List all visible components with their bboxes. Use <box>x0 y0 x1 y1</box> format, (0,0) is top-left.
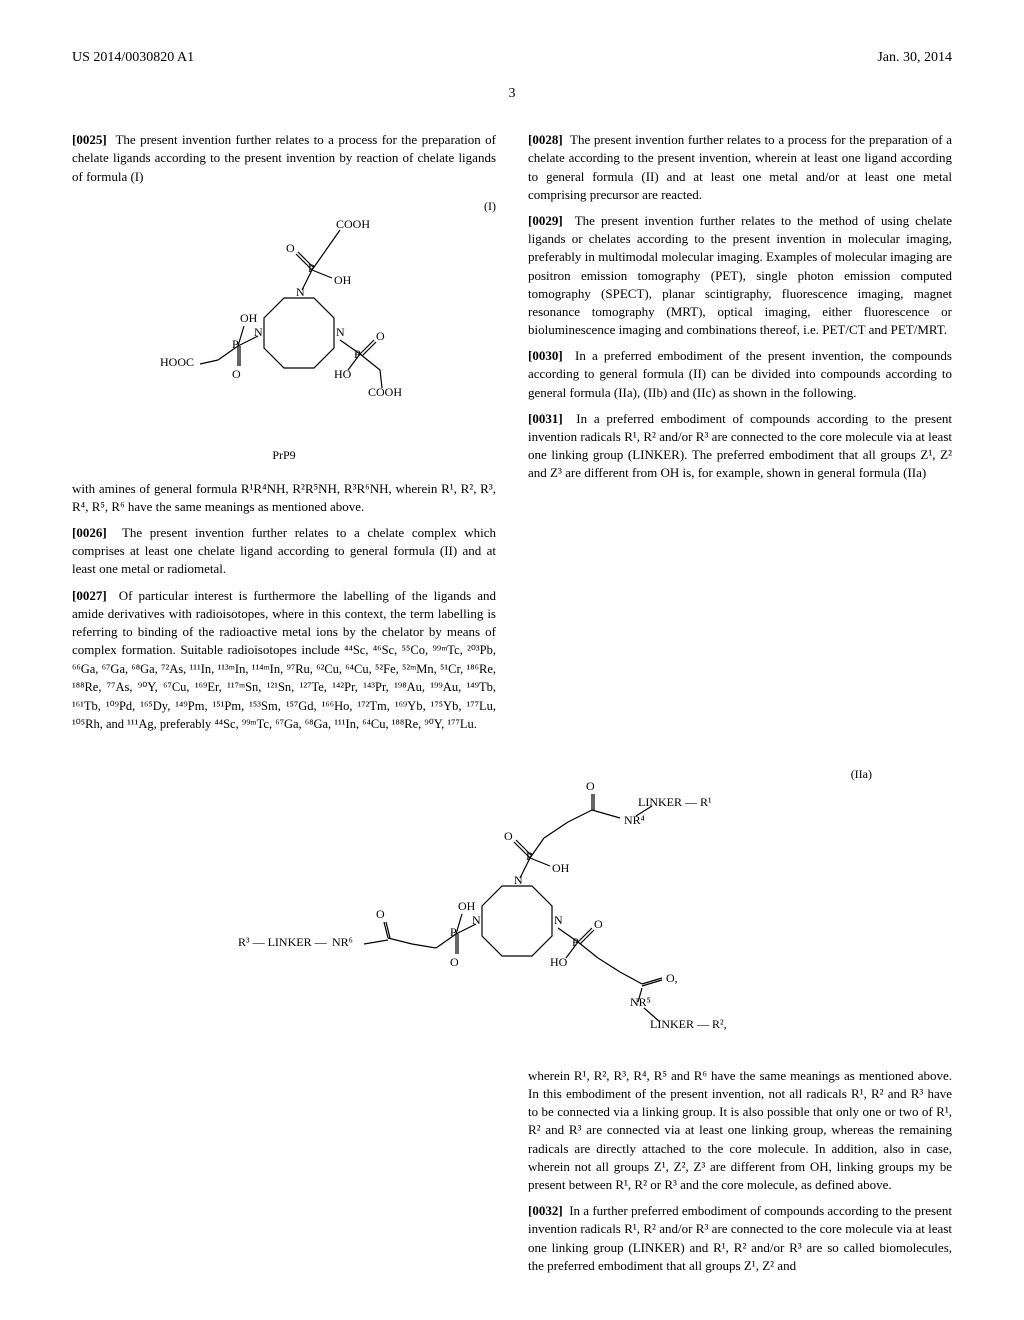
svg-text:NR⁵: NR⁵ <box>630 995 651 1009</box>
formula-IIa-block: (IIa) N N N P O OH O NR⁴ <box>72 766 952 1051</box>
para-num: [0028] <box>528 132 563 147</box>
para-text: The present invention further relates to… <box>72 525 496 576</box>
svg-text:O: O <box>594 917 603 931</box>
para-num: [0027] <box>72 588 107 603</box>
svg-text:O: O <box>376 907 385 921</box>
formula-IIa-structure: N N N P O OH O NR⁴ LINKER — R¹ <box>232 766 792 1046</box>
paragraph-0030: [0030] In a preferred embodiment of the … <box>528 347 952 402</box>
para-text: The present invention further relates to… <box>528 213 952 337</box>
page-number: 3 <box>72 84 952 104</box>
svg-text:HO: HO <box>334 367 352 381</box>
svg-text:N: N <box>554 913 563 927</box>
formula-I-caption: PrP9 <box>72 447 496 464</box>
svg-text:COOH: COOH <box>336 217 370 231</box>
page-header: US 2014/0030820 A1 Jan. 30, 2014 <box>72 48 952 68</box>
para-text: In a further preferred embodiment of com… <box>528 1203 952 1273</box>
para-text: The present invention further relates to… <box>72 132 496 183</box>
paragraph-0026: [0026] The present invention further rel… <box>72 524 496 579</box>
paragraph-0031: [0031] In a preferred embodiment of comp… <box>528 410 952 483</box>
svg-text:N: N <box>336 325 345 339</box>
svg-text:P: P <box>526 849 533 863</box>
paragraph-0032: [0032] In a further preferred embodiment… <box>528 1202 952 1275</box>
svg-text:O: O <box>232 367 241 381</box>
svg-text:P: P <box>308 261 315 275</box>
formula-I-block: (I) N N N P O <box>72 198 496 464</box>
para-num: [0029] <box>528 213 563 228</box>
paragraph-0025-after: with amines of general formula R¹R⁴NH, R… <box>72 480 496 516</box>
body-columns: [0025] The present invention further rel… <box>72 131 952 742</box>
svg-text:O: O <box>286 241 295 255</box>
formula-I-structure: N N N P O OH COOH <box>154 198 414 438</box>
para-num: [0026] <box>72 525 107 540</box>
para-num: [0030] <box>528 348 563 363</box>
paragraph-after-IIa: wherein R¹, R², R³, R⁴, R⁵ and R⁶ have t… <box>528 1067 952 1194</box>
svg-text:NR⁴: NR⁴ <box>624 813 645 827</box>
svg-text:OH: OH <box>458 899 476 913</box>
svg-text:HOOC: HOOC <box>160 355 194 369</box>
doc-date: Jan. 30, 2014 <box>877 48 952 68</box>
svg-text:LINKER — R¹: LINKER — R¹ <box>638 795 712 809</box>
para-text: In a preferred embodiment of the present… <box>528 348 952 399</box>
svg-text:P: P <box>450 925 457 939</box>
paragraph-0027: [0027] Of particular interest is further… <box>72 587 496 734</box>
para-text: In a preferred embodiment of compounds a… <box>528 411 952 481</box>
doc-number: US 2014/0030820 A1 <box>72 48 194 68</box>
paragraph-0028: [0028] The present invention further rel… <box>528 131 952 204</box>
svg-text:O: O <box>450 955 459 969</box>
svg-text:LINKER — R²,: LINKER — R², <box>650 1017 727 1031</box>
body-columns-lower: wherein R¹, R², R³, R⁴, R⁵ and R⁶ have t… <box>72 1067 952 1283</box>
svg-text:P: P <box>354 347 361 361</box>
svg-text:O,: O, <box>666 971 678 985</box>
svg-text:HO: HO <box>550 955 568 969</box>
para-num: [0032] <box>528 1203 563 1218</box>
svg-text:OH: OH <box>240 311 258 325</box>
svg-text:O: O <box>376 329 385 343</box>
paragraph-0029: [0029] The present invention further rel… <box>528 212 952 339</box>
paragraph-0025: [0025] The present invention further rel… <box>72 131 496 186</box>
svg-text:COOH: COOH <box>368 385 402 399</box>
svg-text:O: O <box>586 779 595 793</box>
para-text: The present invention further relates to… <box>528 132 952 202</box>
formula-IIa-label: (IIa) <box>851 766 872 783</box>
para-text: wherein R¹, R², R³, R⁴, R⁵ and R⁶ have t… <box>528 1068 952 1192</box>
svg-text:P: P <box>572 935 579 949</box>
svg-text:O: O <box>504 829 513 843</box>
para-num: [0031] <box>528 411 563 426</box>
svg-text:OH: OH <box>552 861 570 875</box>
svg-text:NR⁶: NR⁶ <box>332 935 353 949</box>
svg-text:P: P <box>232 337 239 351</box>
formula-I-label: (I) <box>484 198 496 215</box>
svg-text:OH: OH <box>334 273 352 287</box>
para-num: [0025] <box>72 132 107 147</box>
svg-text:R³ — LINKER —: R³ — LINKER — <box>238 935 328 949</box>
para-text: with amines of general formula R¹R⁴NH, R… <box>72 481 496 514</box>
